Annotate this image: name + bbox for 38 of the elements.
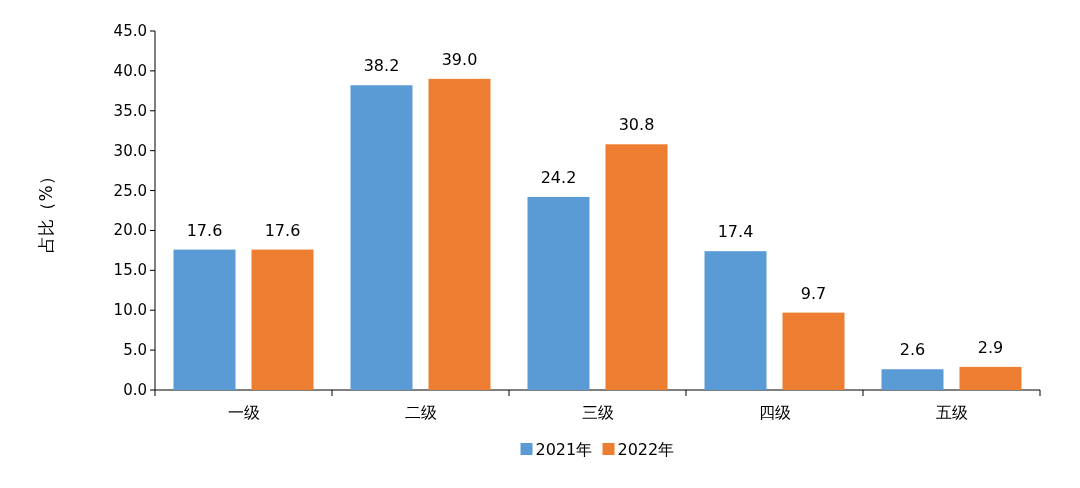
bar (350, 85, 413, 390)
y-tick-label: 40.0 (113, 61, 147, 80)
data-label: 2.6 (899, 340, 926, 360)
y-tick-label: 20.0 (113, 221, 147, 240)
bar (881, 369, 944, 390)
y-tick-label: 45.0 (113, 22, 147, 40)
x-tick-label: 四级 (758, 403, 791, 422)
bar (527, 196, 590, 390)
bar (704, 251, 767, 390)
x-tick-label: 一级 (227, 403, 260, 422)
y-axis-title: 占比（%） (36, 168, 56, 253)
y-tick-label: 15.0 (113, 261, 147, 280)
bar (173, 249, 236, 390)
data-label: 24.2 (540, 167, 577, 187)
y-tick-label: 30.0 (113, 141, 147, 160)
data-label: 39.0 (441, 49, 478, 69)
data-label: 30.8 (618, 115, 655, 135)
bar (251, 249, 314, 390)
x-tick-label: 三级 (581, 403, 614, 422)
data-label: 2.9 (977, 337, 1004, 357)
data-label: 17.6 (264, 220, 301, 240)
bar (605, 144, 668, 390)
y-tick-label: 10.0 (113, 301, 147, 320)
y-tick-label: 5.0 (123, 341, 147, 360)
x-tick-label: 五级 (935, 403, 968, 422)
y-tick-label: 35.0 (113, 101, 147, 120)
legend-label: 2021年 (535, 440, 593, 459)
data-label: 9.7 (800, 283, 827, 303)
bar (782, 312, 845, 390)
y-tick-label: 25.0 (113, 181, 147, 200)
data-label: 38.2 (363, 56, 400, 76)
bar (428, 78, 491, 390)
y-tick-label: 0.0 (123, 381, 147, 399)
bar (959, 366, 1022, 390)
legend-label: 2022年 (617, 440, 675, 459)
data-label: 17.4 (717, 222, 754, 242)
x-tick-label: 二级 (404, 403, 437, 422)
data-label: 17.6 (186, 220, 223, 240)
